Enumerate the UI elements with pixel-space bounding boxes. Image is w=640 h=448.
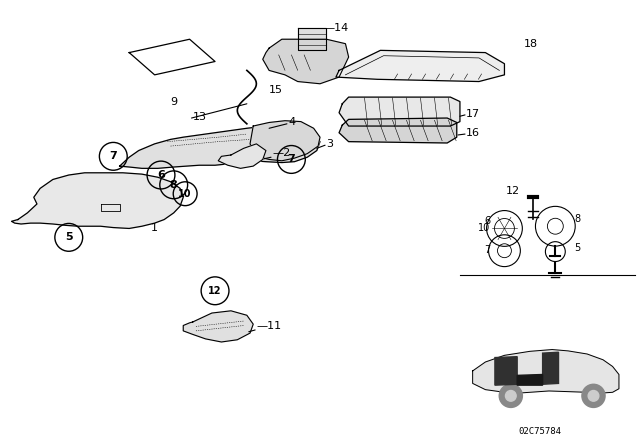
Text: —14: —14 (323, 23, 348, 33)
Text: 7: 7 (484, 245, 490, 255)
Polygon shape (336, 50, 504, 82)
Polygon shape (183, 311, 253, 342)
Text: 13: 13 (193, 112, 207, 122)
Polygon shape (250, 121, 320, 161)
Text: 4: 4 (288, 117, 295, 128)
Text: 9: 9 (170, 97, 178, 107)
Text: 5: 5 (65, 233, 72, 242)
Text: 8: 8 (575, 214, 580, 224)
Text: 12: 12 (506, 185, 520, 196)
Text: 17: 17 (467, 108, 481, 119)
Polygon shape (517, 375, 543, 385)
Circle shape (506, 391, 516, 401)
Polygon shape (218, 144, 266, 168)
Circle shape (499, 384, 522, 407)
Polygon shape (120, 126, 320, 168)
Text: 6: 6 (157, 170, 165, 180)
Text: 16: 16 (467, 128, 480, 138)
Text: 6: 6 (484, 216, 490, 226)
Text: 7: 7 (109, 151, 117, 161)
Text: 02C75784: 02C75784 (518, 426, 561, 435)
Text: —2: —2 (272, 148, 291, 158)
Text: 3: 3 (326, 139, 333, 149)
Polygon shape (473, 349, 619, 393)
Circle shape (588, 391, 599, 401)
Text: 8: 8 (170, 180, 177, 190)
Text: 15: 15 (269, 86, 283, 95)
Polygon shape (298, 28, 326, 50)
Text: 10: 10 (478, 224, 490, 233)
Polygon shape (543, 352, 559, 384)
Polygon shape (339, 118, 457, 143)
Polygon shape (263, 39, 349, 84)
Text: 5: 5 (575, 243, 580, 253)
Text: 12: 12 (208, 286, 222, 296)
Text: 18: 18 (524, 39, 538, 49)
Text: 1: 1 (151, 224, 158, 233)
Polygon shape (495, 357, 517, 385)
Polygon shape (12, 173, 183, 228)
Polygon shape (339, 97, 460, 126)
Text: 7: 7 (287, 155, 295, 164)
Text: 10: 10 (179, 189, 192, 199)
Circle shape (582, 384, 605, 407)
Text: —11: —11 (257, 321, 282, 332)
